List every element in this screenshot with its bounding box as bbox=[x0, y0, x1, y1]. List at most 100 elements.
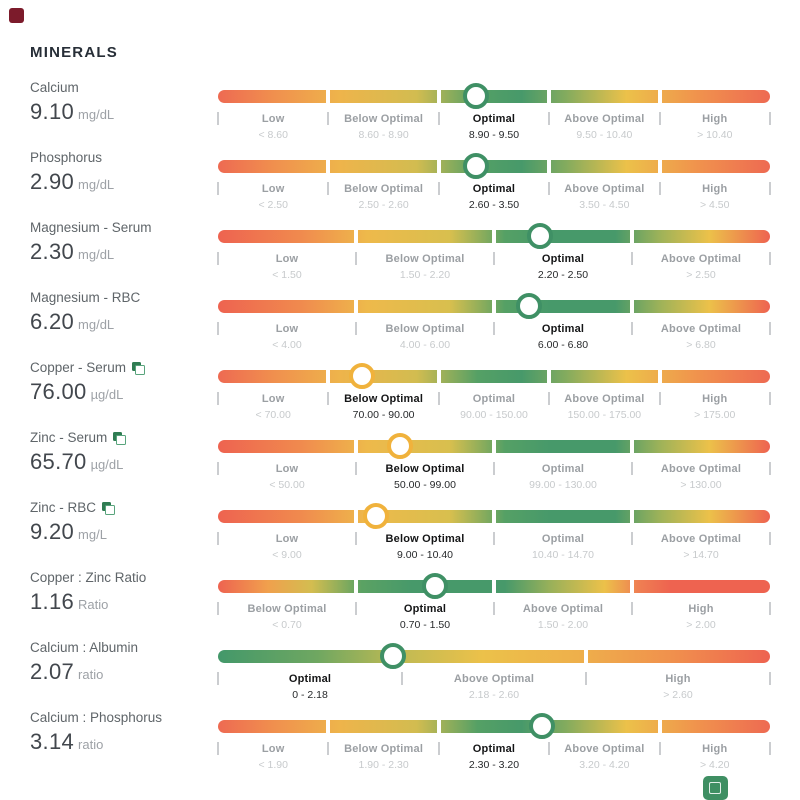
analyte-info: Calcium 9.10 mg/dL bbox=[30, 77, 218, 147]
segment-divider bbox=[354, 580, 358, 593]
value-marker[interactable] bbox=[526, 223, 553, 249]
segment-label: High > 4.50 bbox=[660, 183, 770, 211]
value-marker[interactable] bbox=[462, 83, 489, 109]
value-marker[interactable] bbox=[462, 153, 489, 179]
scale-tick bbox=[548, 182, 551, 195]
range-gauge: Low < 2.50 Below Optimal 2.50 - 2.60 Optimal… bbox=[217, 147, 771, 217]
analyte-value: 6.20 bbox=[30, 309, 75, 334]
analyte-name: Copper : Zinc Ratio bbox=[30, 570, 147, 585]
segment-range: > 4.20 bbox=[700, 759, 730, 771]
segment-range: 1.50 - 2.20 bbox=[399, 269, 451, 281]
scale-tick bbox=[548, 112, 551, 125]
analyte-info: Calcium : Phosphorus 3.14 ratio bbox=[30, 707, 218, 777]
analyte-name: Magnesium - Serum bbox=[30, 220, 152, 235]
range-gauge: Optimal 0 - 2.18 Above Optimal 2.18 - 2.60 H… bbox=[217, 637, 771, 707]
segment-label: Low < 2.50 bbox=[218, 183, 328, 211]
analyte-name-line: Magnesium - RBC bbox=[30, 290, 218, 306]
analyte-value-line: 2.90 mg/dL bbox=[30, 169, 218, 195]
analyte-value: 1.16 bbox=[30, 589, 75, 614]
chat-widget-icon[interactable] bbox=[703, 776, 728, 800]
segment-range: 2.18 - 2.60 bbox=[468, 689, 520, 701]
segment-divider bbox=[630, 510, 634, 523]
copy-icon[interactable] bbox=[113, 431, 127, 445]
value-marker[interactable] bbox=[387, 433, 414, 459]
segment-range: < 9.00 bbox=[272, 549, 302, 561]
scale-tick bbox=[327, 392, 330, 405]
value-marker[interactable] bbox=[348, 363, 375, 389]
gauge-gradient-bar bbox=[218, 370, 770, 383]
scale-tick bbox=[217, 742, 219, 755]
gauge-gradient-bar bbox=[218, 720, 770, 733]
segment-label: Above Optimal 9.50 - 10.40 bbox=[549, 113, 659, 141]
segment-name: Below Optimal bbox=[344, 113, 424, 125]
analyte-value: 9.10 bbox=[30, 99, 75, 124]
segment-divider bbox=[547, 370, 552, 383]
range-gauge: Low < 1.50 Below Optimal 1.50 - 2.20 Optimal… bbox=[217, 217, 771, 287]
segment-label: Below Optimal 8.60 - 8.90 bbox=[328, 113, 438, 141]
scale-tick bbox=[658, 392, 661, 405]
segment-divider bbox=[492, 300, 496, 313]
analyte-name-line: Copper : Zinc Ratio bbox=[30, 570, 218, 586]
scale-tick bbox=[437, 742, 440, 755]
segment-name: Optimal bbox=[541, 463, 585, 475]
segment-range: 8.60 - 8.90 bbox=[358, 129, 409, 141]
scale-tick bbox=[327, 112, 330, 125]
scale-tick bbox=[631, 532, 633, 545]
analyte-info: Magnesium - Serum 2.30 mg/dL bbox=[30, 217, 218, 287]
scale-tick bbox=[769, 322, 771, 335]
analyte-value-line: 9.20 mg/L bbox=[30, 519, 218, 545]
mineral-row: Copper : Zinc Ratio 1.16 Ratio Below Optima… bbox=[30, 567, 771, 637]
segment-name: Optimal bbox=[541, 253, 585, 265]
range-gauge: Low < 8.60 Below Optimal 8.60 - 8.90 Optimal… bbox=[217, 77, 771, 147]
segment-label: Above Optimal > 6.80 bbox=[632, 323, 770, 351]
segment-divider bbox=[354, 440, 358, 453]
segment-range: 9.00 - 10.40 bbox=[396, 549, 454, 561]
segment-range: 6.00 - 6.80 bbox=[537, 339, 589, 351]
analyte-name-line: Zinc - RBC bbox=[30, 500, 218, 516]
scale-tick bbox=[217, 182, 219, 195]
segment-name: Below Optimal bbox=[385, 253, 465, 265]
segment-labels: Low < 2.50 Below Optimal 2.50 - 2.60 Optimal… bbox=[218, 183, 770, 211]
section-title: MINERALS bbox=[30, 44, 118, 61]
scale-tick bbox=[631, 602, 633, 615]
analyte-info: Zinc - RBC 9.20 mg/L bbox=[30, 497, 218, 567]
scale-tick bbox=[217, 392, 219, 405]
gauge-bar-wrap bbox=[218, 713, 770, 739]
segment-labels: Low < 1.90 Below Optimal 1.90 - 2.30 Optimal… bbox=[218, 743, 770, 771]
value-marker[interactable] bbox=[422, 573, 449, 599]
copy-icon[interactable] bbox=[132, 361, 146, 375]
scale-tick bbox=[493, 532, 495, 545]
scale-tick bbox=[217, 322, 219, 335]
mineral-row: Magnesium - Serum 2.30 mg/dL Low < 1.50 Below… bbox=[30, 217, 771, 287]
value-marker[interactable] bbox=[362, 503, 389, 529]
segment-name: Above Optimal bbox=[660, 253, 742, 265]
analyte-unit: mg/dL bbox=[78, 247, 115, 262]
scale-tick bbox=[437, 392, 440, 405]
segment-divider bbox=[547, 90, 552, 103]
segment-name: Above Optimal bbox=[564, 113, 645, 125]
segment-divider bbox=[354, 300, 358, 313]
analyte-value-line: 65.70 µg/dL bbox=[30, 449, 218, 475]
segment-label: Low < 50.00 bbox=[218, 463, 356, 491]
value-marker[interactable] bbox=[529, 713, 556, 739]
segment-range: 50.00 - 99.00 bbox=[394, 479, 456, 491]
scale-tick bbox=[769, 252, 771, 265]
analyte-info: Calcium : Albumin 2.07 ratio bbox=[30, 637, 218, 707]
segment-label: Below Optimal 1.90 - 2.30 bbox=[328, 743, 438, 771]
segment-name: High bbox=[702, 393, 728, 405]
segment-label: Low < 1.50 bbox=[218, 253, 356, 281]
analyte-unit: mg/dL bbox=[78, 177, 115, 192]
segment-range: 8.90 - 9.50 bbox=[468, 129, 520, 141]
analyte-name-line: Phosphorus bbox=[30, 150, 218, 166]
copy-icon[interactable] bbox=[102, 501, 116, 515]
value-marker[interactable] bbox=[379, 643, 406, 669]
segment-range: 2.50 - 2.60 bbox=[358, 199, 409, 211]
value-marker[interactable] bbox=[515, 293, 542, 319]
segment-name: Below Optimal bbox=[385, 533, 465, 545]
segment-name: Low bbox=[261, 393, 285, 405]
gauge-bar-wrap bbox=[218, 643, 770, 669]
segment-name: Below Optimal bbox=[247, 603, 327, 615]
segment-range: 0 - 2.18 bbox=[292, 689, 328, 701]
segment-name: Low bbox=[275, 463, 299, 475]
segment-range: 4.00 - 6.00 bbox=[399, 339, 451, 351]
